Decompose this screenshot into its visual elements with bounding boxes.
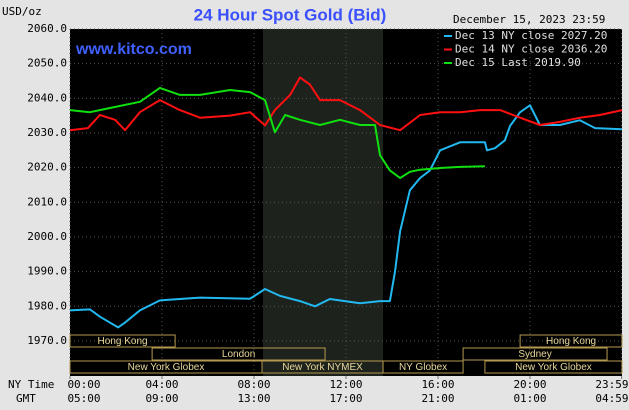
chart-title: 24 Hour Spot Gold (Bid) — [194, 5, 387, 24]
legend-label: Dec 13 NY close 2027.20 — [455, 29, 607, 42]
session-bar — [462, 347, 608, 361]
session-label: New York Globex — [515, 362, 592, 373]
session-label: Sydney — [518, 349, 551, 360]
x2-tick-label: 09:00 — [145, 392, 178, 405]
y-tick-label: 2050.0 — [27, 57, 67, 70]
x2-tick-label: 13:00 — [237, 392, 270, 405]
x2-tick-label: 04:59 — [595, 392, 628, 405]
x-tick-label: 08:00 — [237, 378, 270, 391]
session-bar — [519, 334, 623, 348]
x2-axis-label: GMT — [16, 392, 36, 405]
x2-tick-label: 17:00 — [329, 392, 362, 405]
y-tick-label: 2000.0 — [27, 230, 67, 243]
watermark: www.kitco.com — [75, 41, 192, 58]
price-line — [69, 86, 485, 179]
session-label: NY Globex — [399, 362, 447, 373]
x-tick-label: 04:00 — [145, 378, 178, 391]
y-tick-label: 2040.0 — [27, 91, 67, 104]
y-tick-label: 1980.0 — [27, 299, 67, 312]
y-tick-label: 2010.0 — [27, 195, 67, 208]
x-tick-label: 16:00 — [421, 378, 454, 391]
x-tick-label: 12:00 — [329, 378, 362, 391]
y-tick-label: 1970.0 — [27, 334, 67, 347]
session-label: London — [222, 349, 255, 360]
y-axis-label: USD/oz — [2, 5, 42, 18]
y-tick-label: 2060.0 — [27, 22, 67, 35]
price-line — [69, 76, 623, 132]
timestamp: December 15, 2023 23:59 — [453, 13, 605, 26]
legend-label: Dec 15 Last 2019.90 — [455, 56, 581, 69]
x2-tick-label: 21:00 — [421, 392, 454, 405]
legend-label: Dec 14 NY close 2036.20 — [455, 43, 607, 56]
x-tick-label: 23:59 — [595, 378, 628, 391]
session-bar — [382, 360, 464, 374]
y-tick-label: 2030.0 — [27, 126, 67, 139]
session-bar — [484, 360, 623, 374]
session-bar — [69, 334, 176, 348]
price-line — [69, 104, 623, 329]
x-tick-label: 20:00 — [513, 378, 546, 391]
session-bar — [151, 347, 326, 361]
session-label: Hong Kong — [98, 336, 148, 347]
session-label: New York Globex — [128, 362, 205, 373]
session-label: Hong Kong — [546, 336, 596, 347]
x-axis-label: NY Time — [8, 378, 54, 391]
y-tick-label: 2020.0 — [27, 161, 67, 174]
x2-tick-label: 01:00 — [513, 392, 546, 405]
x-tick-label: 00:00 — [67, 378, 100, 391]
session-label: New York NYMEX — [282, 362, 363, 373]
y-tick-label: 1990.0 — [27, 265, 67, 278]
x2-tick-label: 05:00 — [67, 392, 100, 405]
